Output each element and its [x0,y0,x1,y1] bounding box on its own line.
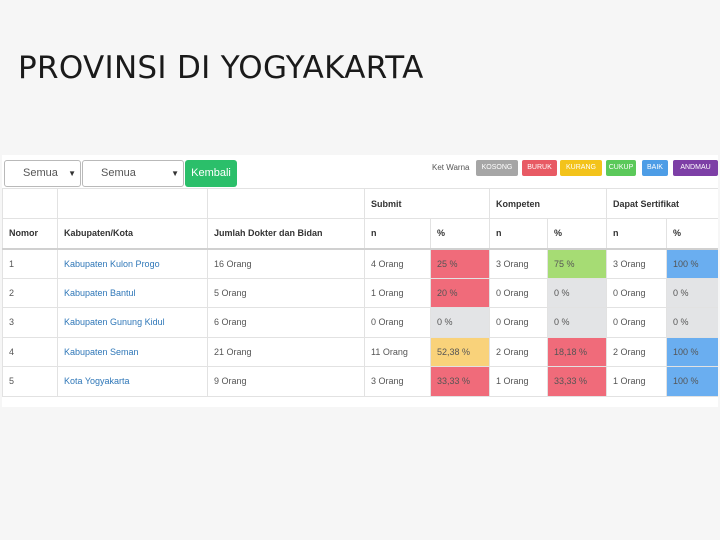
column-header-sertifikat-pct[interactable]: % [666,218,718,250]
cell-submit-n: 1 Orang [364,277,431,308]
column-header-nomor[interactable]: Nomor [2,218,58,250]
cell-submit-pct: 0 % [430,307,490,338]
legend-cukup-badge: CUKUP [606,160,636,176]
cell-sertifikat-n: 1 Orang [606,366,668,397]
filter-select-2-value: Semua [101,167,136,179]
table-row: 3 Kabupaten Gunung Kidul 6 Orang 0 Orang 0 %… [2,307,718,338]
legend-buruk-badge: BURUK [522,160,557,176]
cell-submit-pct: 20 % [430,277,490,308]
group-header-kompeten: Kompeten [488,188,608,219]
cell-sertifikat-n: 0 Orang [606,307,668,338]
table-row: 2 Kabupaten Bantul 5 Orang 1 Orang 20 % 0 Ora… [2,277,718,308]
kembali-button[interactable]: Kembali [185,160,237,187]
report-panel: Semua ▼ Semua ▼ Kembali Ket Warna KOSONG… [2,155,718,407]
cell-nomor: 3 [2,307,58,338]
cell-submit-n: 0 Orang [364,307,431,338]
filter-select-1[interactable]: Semua ▼ [4,160,81,187]
cell-jumlah: 5 Orang [207,277,365,308]
cell-kompeten-n: 3 Orang [489,248,548,279]
cell-submit-pct: 33,33 % [430,366,490,397]
legend-kosong-badge: KOSONG [476,160,518,176]
cell-nomor: 1 [2,248,58,279]
cell-submit-n: 11 Orang [364,336,431,367]
filter-select-1-value: Semua [23,167,58,179]
cell-sertifikat-pct: 100 % [666,336,718,367]
cell-kabupaten[interactable]: Kabupaten Gunung Kidul [57,307,208,338]
cell-jumlah: 16 Orang [207,248,365,279]
table-row: 4 Kabupaten Seman 21 Orang 11 Orang 52,38 % 2… [2,336,718,367]
group-header-sertifikat: Dapat Sertifikat [606,188,718,219]
column-header-kompeten-n[interactable]: n [489,218,548,250]
cell-sertifikat-pct: 0 % [666,307,718,338]
cell-kompeten-pct: 33,33 % [546,366,608,397]
chevron-down-icon: ▼ [68,169,76,178]
legend-label: Ket Warna [432,163,470,172]
cell-kabupaten[interactable]: Kabupaten Seman [57,336,208,367]
cell-sertifikat-pct: 100 % [666,248,718,279]
cell-sertifikat-n: 0 Orang [606,277,668,308]
table-row: 1 Kabupaten Kulon Progo 16 Orang 4 Orang 25 … [2,248,718,279]
filter-toolbar: Semua ▼ Semua ▼ Kembali Ket Warna KOSONG… [2,155,718,191]
cell-kabupaten[interactable]: Kota Yogyakarta [57,366,208,397]
cell-kompeten-pct: 75 % [546,248,608,279]
cell-sertifikat-n: 3 Orang [606,248,668,279]
cell-kompeten-pct: 0 % [546,277,608,308]
cell-sertifikat-pct: 0 % [666,277,718,308]
cell-kompeten-n: 2 Orang [489,336,548,367]
filter-select-2[interactable]: Semua ▼ [82,160,184,187]
data-table: Submit Kompeten Dapat Sertifikat Nomor K… [2,188,718,397]
column-header-submit-pct[interactable]: % [430,218,490,250]
cell-kabupaten[interactable]: Kabupaten Kulon Progo [57,248,208,279]
cell-kompeten-pct: 18,18 % [546,336,608,367]
cell-submit-pct: 52,38 % [430,336,490,367]
table-row: 5 Kota Yogyakarta 9 Orang 3 Orang 33,33 % 1 O… [2,366,718,397]
group-header-submit: Submit [364,188,490,219]
cell-kabupaten[interactable]: Kabupaten Bantul [57,277,208,308]
column-header-sertifikat-n[interactable]: n [606,218,668,250]
column-header-submit-n[interactable]: n [364,218,431,250]
table-body: 1 Kabupaten Kulon Progo 16 Orang 4 Orang 25 … [2,248,718,397]
cell-submit-n: 4 Orang [364,248,431,279]
legend-baik-badge: BAIK [642,160,668,176]
column-header-jumlah[interactable]: Jumlah Dokter dan Bidan [207,218,365,250]
cell-kompeten-n: 1 Orang [489,366,548,397]
cell-jumlah: 9 Orang [207,366,365,397]
cell-nomor: 4 [2,336,58,367]
chevron-down-icon: ▼ [171,169,179,178]
cell-jumlah: 21 Orang [207,336,365,367]
cell-kompeten-pct: 0 % [546,307,608,338]
cell-sertifikat-pct: 100 % [666,366,718,397]
cell-kompeten-n: 0 Orang [489,277,548,308]
cell-nomor: 5 [2,366,58,397]
cell-jumlah: 6 Orang [207,307,365,338]
legend-andmau-badge: ANDMAU [673,160,718,176]
column-header-kabupaten[interactable]: Kabupaten/Kota [57,218,208,250]
cell-nomor: 2 [2,277,58,308]
cell-sertifikat-n: 2 Orang [606,336,668,367]
slide-title: PROVINSI DI YOGYAKARTA [18,50,424,86]
cell-submit-n: 3 Orang [364,366,431,397]
cell-submit-pct: 25 % [430,248,490,279]
cell-kompeten-n: 0 Orang [489,307,548,338]
column-header-kompeten-pct[interactable]: % [546,218,608,250]
legend-kurang-badge: KURANG [560,160,602,176]
